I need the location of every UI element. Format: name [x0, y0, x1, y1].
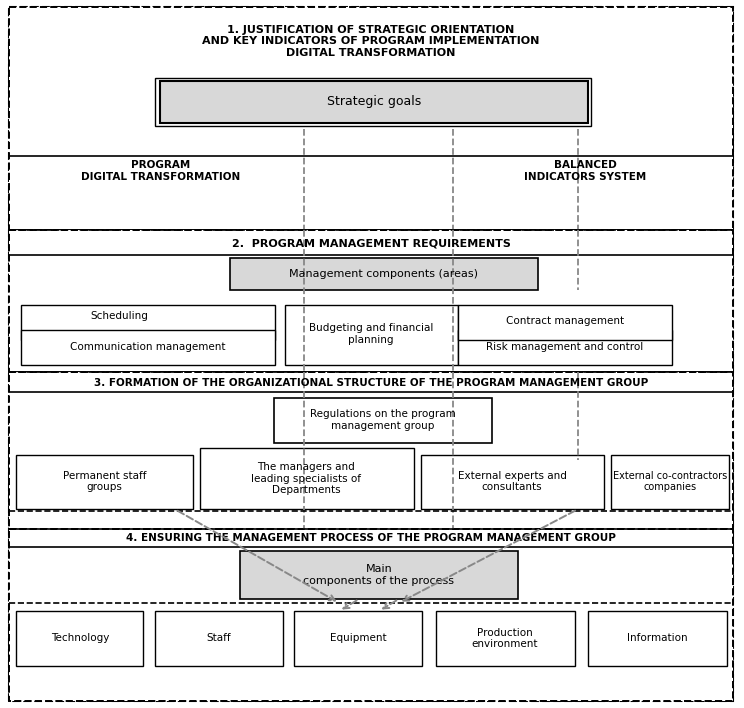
- Bar: [295, 611, 422, 666]
- Bar: [200, 447, 414, 509]
- Text: PROGRAM
DIGITAL TRANSFORMATION: PROGRAM DIGITAL TRANSFORMATION: [80, 160, 240, 181]
- Text: Scheduling: Scheduling: [91, 311, 149, 321]
- Text: External co-contractors
companies: External co-contractors companies: [613, 471, 727, 492]
- Bar: [161, 81, 588, 123]
- Bar: [16, 611, 144, 666]
- Text: Budgeting and financial
planning: Budgeting and financial planning: [309, 324, 433, 345]
- Bar: [10, 372, 733, 530]
- Bar: [274, 398, 492, 442]
- Bar: [612, 455, 728, 509]
- Text: Information: Information: [626, 634, 687, 644]
- Text: 4. ENSURING THE MANAGEMENT PROCESS OF THE PROGRAM MANAGEMENT GROUP: 4. ENSURING THE MANAGEMENT PROCESS OF TH…: [126, 533, 616, 543]
- Text: The managers and
leading specialists of
Departments: The managers and leading specialists of …: [251, 462, 362, 495]
- Text: Regulations on the program
management group: Regulations on the program management gr…: [310, 409, 456, 430]
- Text: Risk management and control: Risk management and control: [486, 342, 644, 352]
- Bar: [420, 455, 604, 509]
- Bar: [458, 330, 672, 365]
- Bar: [155, 611, 283, 666]
- Bar: [16, 455, 193, 509]
- Bar: [588, 611, 727, 666]
- Text: BALANCED
INDICATORS SYSTEM: BALANCED INDICATORS SYSTEM: [525, 160, 647, 181]
- Bar: [230, 258, 538, 290]
- Text: 2.  PROGRAM MANAGEMENT REQUIREMENTS: 2. PROGRAM MANAGEMENT REQUIREMENTS: [231, 239, 510, 249]
- Bar: [435, 611, 574, 666]
- Text: Main
components of the process: Main components of the process: [304, 564, 455, 586]
- Text: Strategic goals: Strategic goals: [327, 96, 421, 108]
- Text: Communication management: Communication management: [70, 342, 225, 352]
- Text: Permanent staff
groups: Permanent staff groups: [63, 471, 147, 492]
- Bar: [10, 7, 733, 231]
- Bar: [458, 305, 672, 340]
- Bar: [155, 78, 591, 126]
- Bar: [22, 305, 275, 340]
- Bar: [10, 231, 733, 372]
- Bar: [22, 330, 275, 365]
- Bar: [284, 305, 458, 365]
- Bar: [240, 552, 518, 599]
- Text: Production
environment: Production environment: [472, 627, 539, 649]
- Text: Management components (areas): Management components (areas): [289, 269, 478, 280]
- Text: 1. JUSTIFICATION OF STRATEGIC ORIENTATION
AND KEY INDICATORS OF PROGRAM IMPLEMEN: 1. JUSTIFICATION OF STRATEGIC ORIENTATIO…: [202, 25, 539, 58]
- Text: Technology: Technology: [51, 634, 109, 644]
- Text: Staff: Staff: [207, 634, 231, 644]
- Text: Equipment: Equipment: [330, 634, 386, 644]
- Bar: [10, 530, 733, 701]
- Text: 3. FORMATION OF THE ORGANIZATIONAL STRUCTURE OF THE PROGRAM MANAGEMENT GROUP: 3. FORMATION OF THE ORGANIZATIONAL STRUC…: [94, 378, 648, 388]
- Text: Contract management: Contract management: [506, 316, 623, 326]
- Text: External experts and
consultants: External experts and consultants: [458, 471, 566, 492]
